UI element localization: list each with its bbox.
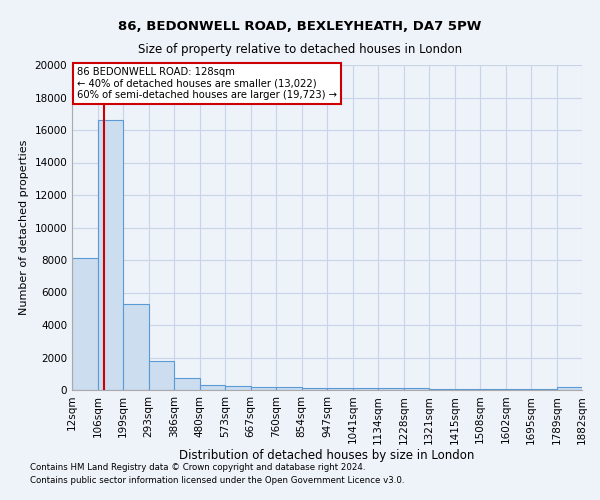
Bar [225, 386, 251, 390]
Bar [200, 384, 225, 390]
Bar [378, 388, 404, 390]
Bar [557, 387, 582, 390]
Bar [174, 378, 200, 390]
X-axis label: Distribution of detached houses by size in London: Distribution of detached houses by size … [179, 449, 475, 462]
Bar [404, 388, 429, 390]
Bar [251, 386, 276, 390]
Bar [276, 387, 302, 390]
Bar [149, 361, 174, 390]
Bar [531, 389, 557, 390]
Text: 86, BEDONWELL ROAD, BEXLEYHEATH, DA7 5PW: 86, BEDONWELL ROAD, BEXLEYHEATH, DA7 5PW [118, 20, 482, 33]
Bar [327, 388, 353, 390]
Bar [302, 388, 327, 390]
Bar [429, 388, 455, 390]
Text: 86 BEDONWELL ROAD: 128sqm
← 40% of detached houses are smaller (13,022)
60% of s: 86 BEDONWELL ROAD: 128sqm ← 40% of detac… [77, 66, 337, 100]
Bar [98, 120, 123, 390]
Text: Contains public sector information licensed under the Open Government Licence v3: Contains public sector information licen… [30, 476, 404, 485]
Bar [353, 388, 378, 390]
Bar [455, 388, 480, 390]
Text: Size of property relative to detached houses in London: Size of property relative to detached ho… [138, 42, 462, 56]
Bar [506, 389, 531, 390]
Bar [480, 388, 506, 390]
Bar [72, 258, 98, 390]
Y-axis label: Number of detached properties: Number of detached properties [19, 140, 29, 315]
Text: Contains HM Land Registry data © Crown copyright and database right 2024.: Contains HM Land Registry data © Crown c… [30, 464, 365, 472]
Bar [123, 304, 149, 390]
